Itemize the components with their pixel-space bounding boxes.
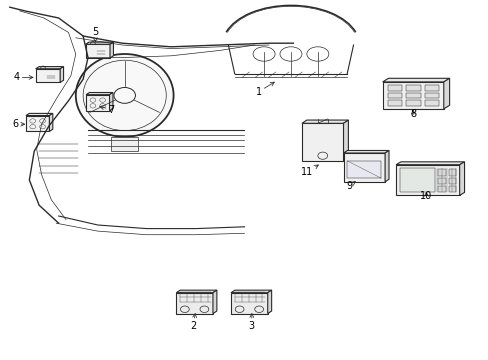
Bar <box>231 293 267 314</box>
Bar <box>448 169 456 176</box>
Bar <box>111 137 138 151</box>
Bar <box>399 168 434 192</box>
Polygon shape <box>231 290 271 293</box>
Polygon shape <box>384 150 388 182</box>
Bar <box>437 177 445 184</box>
Polygon shape <box>60 67 63 82</box>
Polygon shape <box>382 78 448 82</box>
Bar <box>424 100 438 106</box>
Polygon shape <box>86 93 113 95</box>
Bar <box>448 186 456 192</box>
Bar <box>86 95 109 111</box>
Polygon shape <box>267 290 271 314</box>
Bar <box>437 169 445 176</box>
Text: 9: 9 <box>345 181 355 192</box>
Polygon shape <box>176 290 217 293</box>
Bar <box>424 85 438 91</box>
Text: 1: 1 <box>255 82 274 97</box>
Text: 6: 6 <box>12 119 24 129</box>
Bar <box>386 93 401 98</box>
Text: 4: 4 <box>13 72 33 82</box>
Polygon shape <box>443 78 448 109</box>
Bar <box>302 123 343 161</box>
Bar <box>386 100 401 106</box>
Text: 3: 3 <box>248 314 254 331</box>
Polygon shape <box>36 67 63 69</box>
Text: 8: 8 <box>409 109 415 120</box>
Bar <box>26 116 49 131</box>
Bar <box>343 153 385 182</box>
Ellipse shape <box>76 54 173 137</box>
Text: 7: 7 <box>100 105 115 115</box>
Polygon shape <box>85 42 113 44</box>
Bar <box>448 177 456 184</box>
Polygon shape <box>26 113 53 116</box>
Bar <box>405 93 420 98</box>
Text: 10: 10 <box>419 191 432 201</box>
Bar <box>405 85 420 91</box>
Polygon shape <box>302 120 347 123</box>
Bar <box>346 161 381 178</box>
Polygon shape <box>110 42 113 58</box>
Bar <box>382 82 443 109</box>
Polygon shape <box>109 93 113 111</box>
Bar <box>386 85 401 91</box>
Polygon shape <box>49 113 53 131</box>
Bar <box>36 69 60 82</box>
Text: 5: 5 <box>92 27 98 42</box>
Polygon shape <box>343 150 388 153</box>
Bar <box>395 165 459 195</box>
Text: 2: 2 <box>190 314 196 331</box>
Polygon shape <box>395 162 464 165</box>
Polygon shape <box>343 120 347 161</box>
Polygon shape <box>459 162 464 195</box>
Bar <box>85 44 110 58</box>
Bar <box>176 293 213 314</box>
Polygon shape <box>213 290 217 314</box>
Bar <box>424 93 438 98</box>
Bar <box>437 186 445 192</box>
Text: 11: 11 <box>300 165 318 177</box>
Bar <box>405 100 420 106</box>
